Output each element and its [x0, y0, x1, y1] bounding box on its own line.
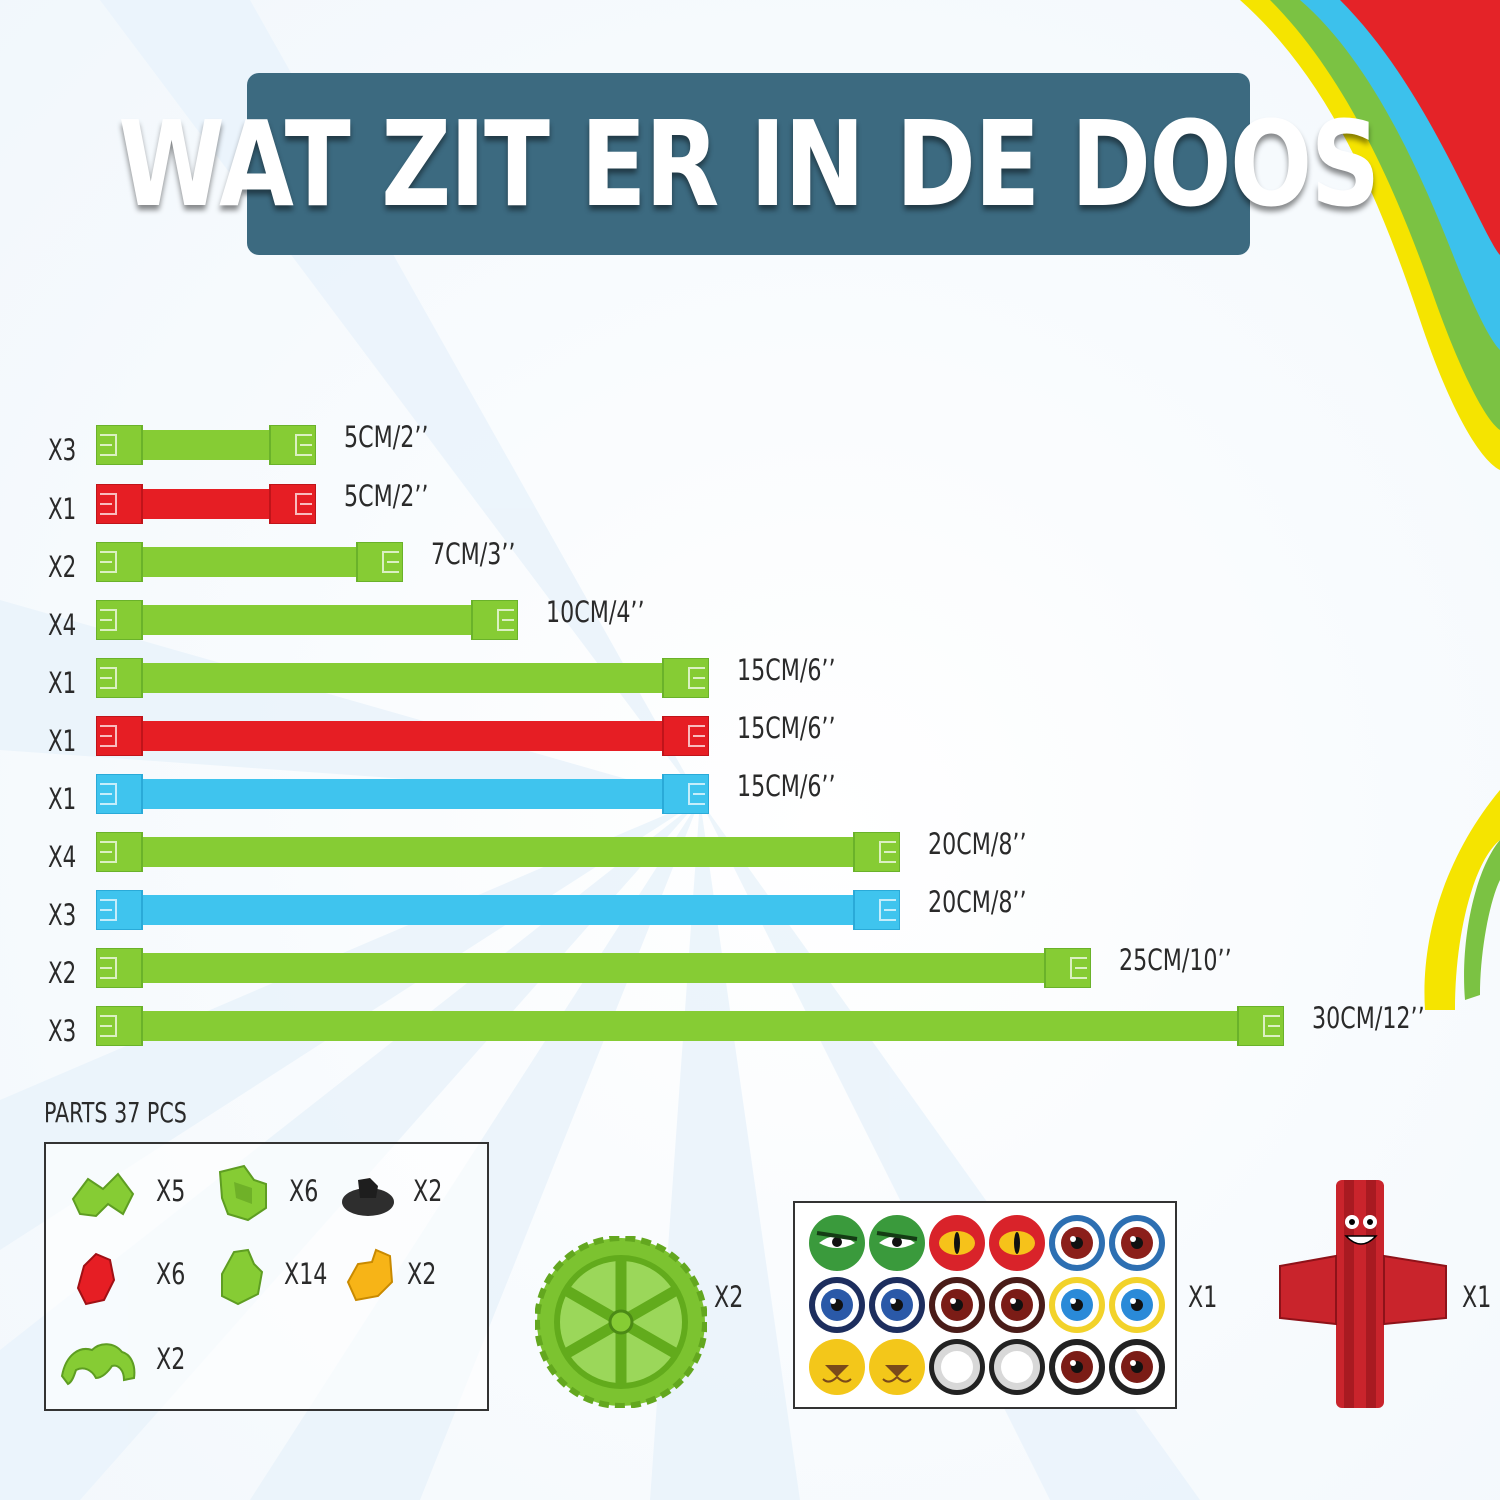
eye-sticker	[809, 1277, 865, 1333]
bar-qty: X1	[48, 724, 77, 758]
eye-sticker	[989, 1277, 1045, 1333]
part-qty: X2	[156, 1342, 186, 1376]
bar-length: 7CM/3’’	[431, 537, 516, 571]
red-character-icon	[1279, 1180, 1447, 1408]
eye-sticker	[869, 1215, 925, 1271]
red-joint-icon	[76, 1252, 116, 1306]
bar-green	[96, 658, 709, 698]
bar-row: X1 15CM/6’’	[0, 653, 1500, 718]
parts-label: PARTS 37 PCS	[44, 1096, 187, 1129]
bar-length: 25CM/10’’	[1119, 943, 1232, 977]
bar-length: 20CM/8’’	[928, 885, 1027, 919]
eye-sticker-sheet	[793, 1201, 1177, 1409]
part-qty: X14	[284, 1257, 328, 1291]
bar-row: X3 30CM/12’’	[0, 1001, 1500, 1066]
bar-green	[96, 425, 316, 465]
green-wheel-icon	[535, 1236, 707, 1408]
eye-sticker	[809, 1215, 865, 1271]
bar-qty: X2	[48, 550, 77, 584]
part-qty: X6	[289, 1174, 319, 1208]
green-clip-icon	[218, 1164, 267, 1222]
bar-green	[96, 542, 403, 582]
eye-sticker	[989, 1215, 1045, 1271]
eye-sticker	[1109, 1339, 1165, 1395]
part-qty: X6	[156, 1257, 186, 1291]
bar-qty: X1	[48, 666, 77, 700]
bar-qty: X4	[48, 608, 77, 642]
bar-length: 10CM/4’’	[546, 595, 645, 629]
bar-red	[96, 716, 709, 756]
bar-row: X1 15CM/6’’	[0, 769, 1500, 834]
bar-row: X4 10CM/4’’	[0, 595, 1500, 660]
bar-length: 15CM/6’’	[737, 711, 836, 745]
eye-sticker	[1109, 1215, 1165, 1271]
bar-row: X2 25CM/10’’	[0, 943, 1500, 1008]
parts-box: X5 X6 X2 X6 X14 X2 X2	[44, 1142, 489, 1411]
eye-sticker	[989, 1339, 1045, 1395]
eye-sticker	[929, 1339, 985, 1395]
bar-green	[96, 600, 518, 640]
bar-qty: X2	[48, 956, 77, 990]
bar-length: 5CM/2’’	[344, 420, 429, 454]
bar-qty: X3	[48, 1014, 77, 1048]
bar-green	[96, 832, 900, 872]
bar-row: X3 20CM/8’’	[0, 885, 1500, 950]
bar-row: X4 20CM/8’’	[0, 827, 1500, 892]
part-qty: X5	[156, 1174, 186, 1208]
eye-sticker	[929, 1215, 985, 1271]
eye-sticker	[1109, 1277, 1165, 1333]
bar-length: 15CM/6’’	[737, 653, 836, 687]
bar-red	[96, 484, 316, 524]
bar-qty: X4	[48, 840, 77, 874]
bar-row: X2 7CM/3’’	[0, 537, 1500, 602]
bar-length: 15CM/6’’	[737, 769, 836, 803]
eye-sticker	[1049, 1277, 1105, 1333]
black-base-icon	[342, 1178, 394, 1216]
bar-row: X1 5CM/2’’	[0, 479, 1500, 544]
bar-length: 30CM/12’’	[1312, 1001, 1425, 1035]
bar-qty: X3	[48, 898, 77, 932]
yellow-joint-icon	[346, 1248, 394, 1302]
green-triple-clip-icon	[60, 1343, 136, 1386]
bar-blue	[96, 774, 709, 814]
eye-sticker	[809, 1339, 865, 1395]
eye-sticker	[869, 1339, 925, 1395]
bar-row: X1 15CM/6’’	[0, 711, 1500, 776]
eye-sticker	[1049, 1339, 1105, 1395]
bar-qty: X1	[48, 492, 77, 526]
eye-sticker-sheet-icon	[809, 1215, 1165, 1395]
bar-length: 20CM/8’’	[928, 827, 1027, 861]
page-title: WAT ZIT ER IN DE DOOS	[118, 95, 1380, 233]
bar-qty: X3	[48, 433, 77, 467]
eye-sticker	[929, 1277, 985, 1333]
part-qty: X2	[413, 1174, 443, 1208]
eye-sticker	[1049, 1215, 1105, 1271]
bar-green	[96, 1006, 1284, 1046]
title-banner: WAT ZIT ER IN DE DOOS	[118, 73, 1380, 255]
bar-qty: X1	[48, 782, 77, 816]
green-connector-icon	[71, 1172, 135, 1218]
part-qty: X2	[407, 1257, 437, 1291]
eye-sticker	[869, 1277, 925, 1333]
green-joint-icon	[221, 1248, 264, 1306]
bar-green	[96, 948, 1091, 988]
character-qty: X1	[1462, 1280, 1492, 1314]
bar-blue	[96, 890, 900, 930]
eye-stickers-qty: X1	[1188, 1280, 1218, 1314]
bar-row: X3 5CM/2’’	[0, 420, 1500, 485]
wheel-qty: X2	[714, 1280, 744, 1314]
bar-length: 5CM/2’’	[344, 479, 429, 513]
